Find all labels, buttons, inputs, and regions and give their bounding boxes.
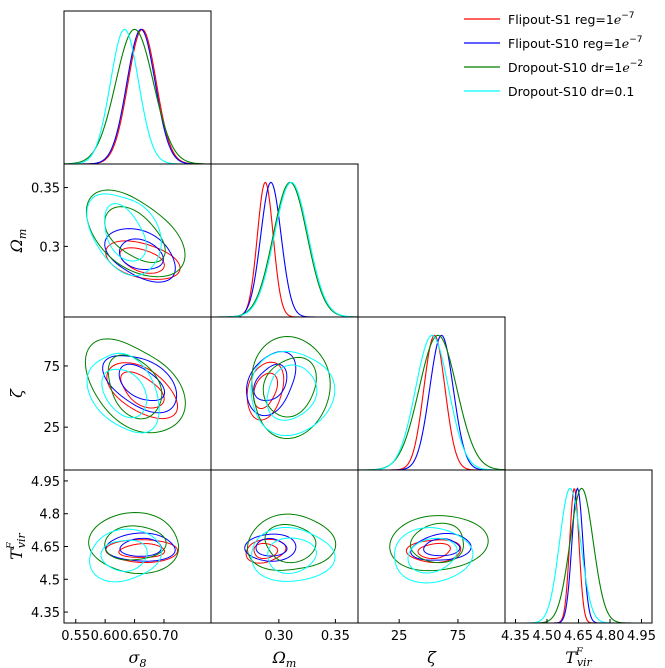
contour-68pct-s8-tvir-series-4 [100, 539, 148, 572]
marginal-curve-tvir-series-3 [505, 487, 652, 624]
y-axis-label-tvir: TFvir [6, 532, 28, 559]
legend-label-series-2: Flipout-S10 reg=1e−7 [508, 35, 642, 51]
marginal-curve-s8-series-1 [64, 28, 211, 165]
x-axis-label-tvir: TF vir [565, 647, 592, 668]
contour-68pct-s8-om-series-3 [104, 206, 166, 263]
contour-95pct-s8-tvir-series-3 [88, 512, 180, 575]
contour-68pct-zeta-tvir-series-2 [423, 538, 461, 557]
marginal-curve-tvir-series-1 [505, 488, 652, 624]
y-tick-label-tvir: 4.95 [31, 475, 60, 490]
x-axis-label-om: Ωm [272, 648, 297, 668]
marginal-curve-om-series-1 [211, 181, 358, 318]
contour-68pct-zeta-tvir-series-4 [407, 537, 458, 574]
y-axis-label-om: Ωm [7, 229, 29, 254]
contour-95pct-s8-om-series-2 [104, 228, 176, 283]
contour-95pct-om-tvir-series-2 [244, 533, 297, 562]
y-axis-label-zeta: ζ [7, 388, 26, 398]
contour-95pct-zeta-tvir-series-3 [389, 515, 489, 572]
x-tick-label-s8: 0.65 [120, 629, 149, 644]
contour-68pct-s8-zeta-series-3 [107, 354, 163, 420]
contour-68pct-s8-zeta-series-1 [120, 371, 165, 409]
contour-95pct-s8-tvir-series-4 [89, 528, 163, 583]
contour-95pct-om-zeta-series-4 [250, 350, 336, 437]
marginal-curve-om-series-3 [211, 181, 359, 318]
contour-68pct-om-zeta-series-3 [262, 356, 317, 418]
contour-95pct-s8-zeta-series-4 [86, 352, 160, 434]
contour-95pct-s8-zeta-series-2 [102, 355, 178, 414]
contour-95pct-zeta-tvir-series-4 [394, 527, 474, 584]
x-tick-label-s8: 0.55 [61, 629, 90, 644]
y-tick-label-zeta: 25 [43, 421, 60, 436]
contour-95pct-s8-zeta-series-1 [106, 362, 179, 420]
x-tick-label-tvir: 4.65 [564, 629, 593, 644]
contour-68pct-s8-om-series-4 [104, 203, 147, 262]
contour-68pct-om-tvir-series-3 [264, 523, 317, 564]
panel-frame-om-om [210, 163, 359, 318]
contour-68pct-s8-tvir-series-2 [119, 537, 162, 557]
contour-95pct-s8-zeta-series-3 [84, 338, 186, 434]
x-tick-label-tvir: 4.95 [627, 629, 656, 644]
contour-68pct-om-tvir-series-4 [267, 537, 317, 574]
y-tick-label-tvir: 4.65 [31, 541, 60, 556]
marginal-curve-s8-series-2 [64, 28, 211, 165]
legend: Flipout-S1 reg=1e−7 Flipout-S10 reg=1e−7 D… [464, 11, 643, 99]
y-tick-label-om: 0.3 [39, 240, 60, 255]
contour-95pct-om-tvir-series-4 [251, 526, 336, 582]
y-tick-label-tvir: 4.5 [39, 573, 60, 588]
marginal-curve-tvir-series-2 [505, 487, 652, 624]
contour-95pct-s8-om-series-3 [85, 189, 186, 278]
marginal-curve-s8-series-3 [63, 28, 211, 165]
legend-label-series-1: Flipout-S1 reg=1e−7 [508, 11, 635, 27]
legend-label-series-4: Dropout-S10 dr=0.1 [508, 84, 634, 99]
contour-68pct-s8-tvir-series-1 [118, 543, 166, 558]
panel-frame-s8-zeta [63, 316, 212, 471]
panel-frame-zeta-tvir [357, 469, 506, 624]
x-tick-label-s8: 0.60 [91, 629, 120, 644]
panel-frame-om-zeta [210, 316, 359, 471]
contour-68pct-om-zeta-series-4 [266, 364, 318, 421]
contour-95pct-om-tvir-series-3 [246, 513, 337, 571]
x-axis-label-s8: σ8 [129, 648, 147, 668]
contour-68pct-s8-zeta-series-2 [118, 363, 166, 402]
contour-95pct-s8-om-series-4 [86, 193, 162, 277]
marginal-curve-zeta-series-4 [358, 334, 505, 471]
x-tick-label-zeta: 75 [450, 629, 467, 644]
marginal-curve-zeta-series-2 [358, 334, 505, 471]
contour-95pct-om-zeta-series-3 [251, 335, 331, 440]
x-tick-label-tvir: 4.80 [596, 629, 625, 644]
panel-frame-s8-tvir [63, 469, 212, 624]
marginal-curve-om-series-4 [211, 181, 359, 318]
marginal-curve-s8-series-4 [63, 28, 211, 165]
legend-label-series-3: Dropout-S10 dr=1e−2 [508, 59, 643, 75]
contour-68pct-s8-zeta-series-4 [101, 368, 148, 419]
x-tick-label-om: 0.35 [321, 629, 350, 644]
contour-68pct-zeta-tvir-series-1 [417, 542, 451, 560]
y-tick-label-zeta: 75 [43, 360, 60, 375]
contour-68pct-s8-om-series-2 [118, 238, 164, 270]
marginal-curve-zeta-series-1 [358, 334, 505, 471]
x-axis-label-zeta: ζ [427, 648, 437, 667]
x-tick-label-s8: 0.70 [149, 629, 178, 644]
y-tick-label-tvir: 4.35 [31, 606, 60, 621]
x-tick-label-om: 0.30 [264, 629, 293, 644]
y-tick-label-om: 0.35 [31, 182, 60, 197]
x-tick-label-tvir: 4.50 [533, 629, 562, 644]
y-tick-label-tvir: 4.8 [39, 508, 60, 523]
contour-68pct-s8-tvir-series-3 [104, 525, 167, 561]
x-tick-label-zeta: 25 [391, 629, 408, 644]
panel-frame-s8-om [63, 163, 212, 318]
marginal-curve-zeta-series-3 [358, 334, 506, 471]
x-tick-label-tvir: 4.35 [501, 629, 530, 644]
marginal-curve-om-series-2 [211, 181, 358, 318]
marginal-curve-tvir-series-4 [505, 487, 652, 624]
